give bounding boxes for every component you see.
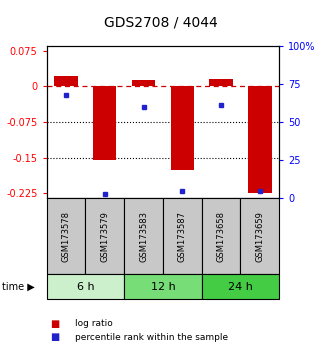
Bar: [47, 274, 124, 299]
Bar: [124, 198, 163, 274]
Text: 6 h: 6 h: [76, 282, 94, 292]
Text: GSM173579: GSM173579: [100, 211, 109, 262]
Bar: [202, 198, 240, 274]
Bar: [132, 80, 155, 86]
Bar: [124, 274, 202, 299]
Text: GDS2708 / 4044: GDS2708 / 4044: [104, 16, 217, 30]
Bar: [54, 76, 78, 86]
Text: time ▶: time ▶: [2, 282, 34, 292]
Text: GSM173578: GSM173578: [61, 211, 70, 262]
Text: ■: ■: [50, 332, 59, 342]
Bar: [93, 86, 116, 160]
Bar: [202, 274, 279, 299]
Bar: [248, 86, 272, 194]
Text: log ratio: log ratio: [75, 319, 113, 329]
Bar: [85, 198, 124, 274]
Bar: [240, 198, 279, 274]
Text: GSM173583: GSM173583: [139, 211, 148, 262]
Text: percentile rank within the sample: percentile rank within the sample: [75, 332, 229, 342]
Bar: [163, 198, 202, 274]
Bar: [171, 86, 194, 170]
Bar: [209, 79, 233, 86]
Text: ■: ■: [50, 319, 59, 329]
Text: 12 h: 12 h: [151, 282, 175, 292]
Text: GSM173587: GSM173587: [178, 211, 187, 262]
Text: GSM173658: GSM173658: [217, 211, 226, 262]
Text: 24 h: 24 h: [228, 282, 253, 292]
Bar: [47, 198, 85, 274]
Text: GSM173659: GSM173659: [256, 211, 265, 262]
